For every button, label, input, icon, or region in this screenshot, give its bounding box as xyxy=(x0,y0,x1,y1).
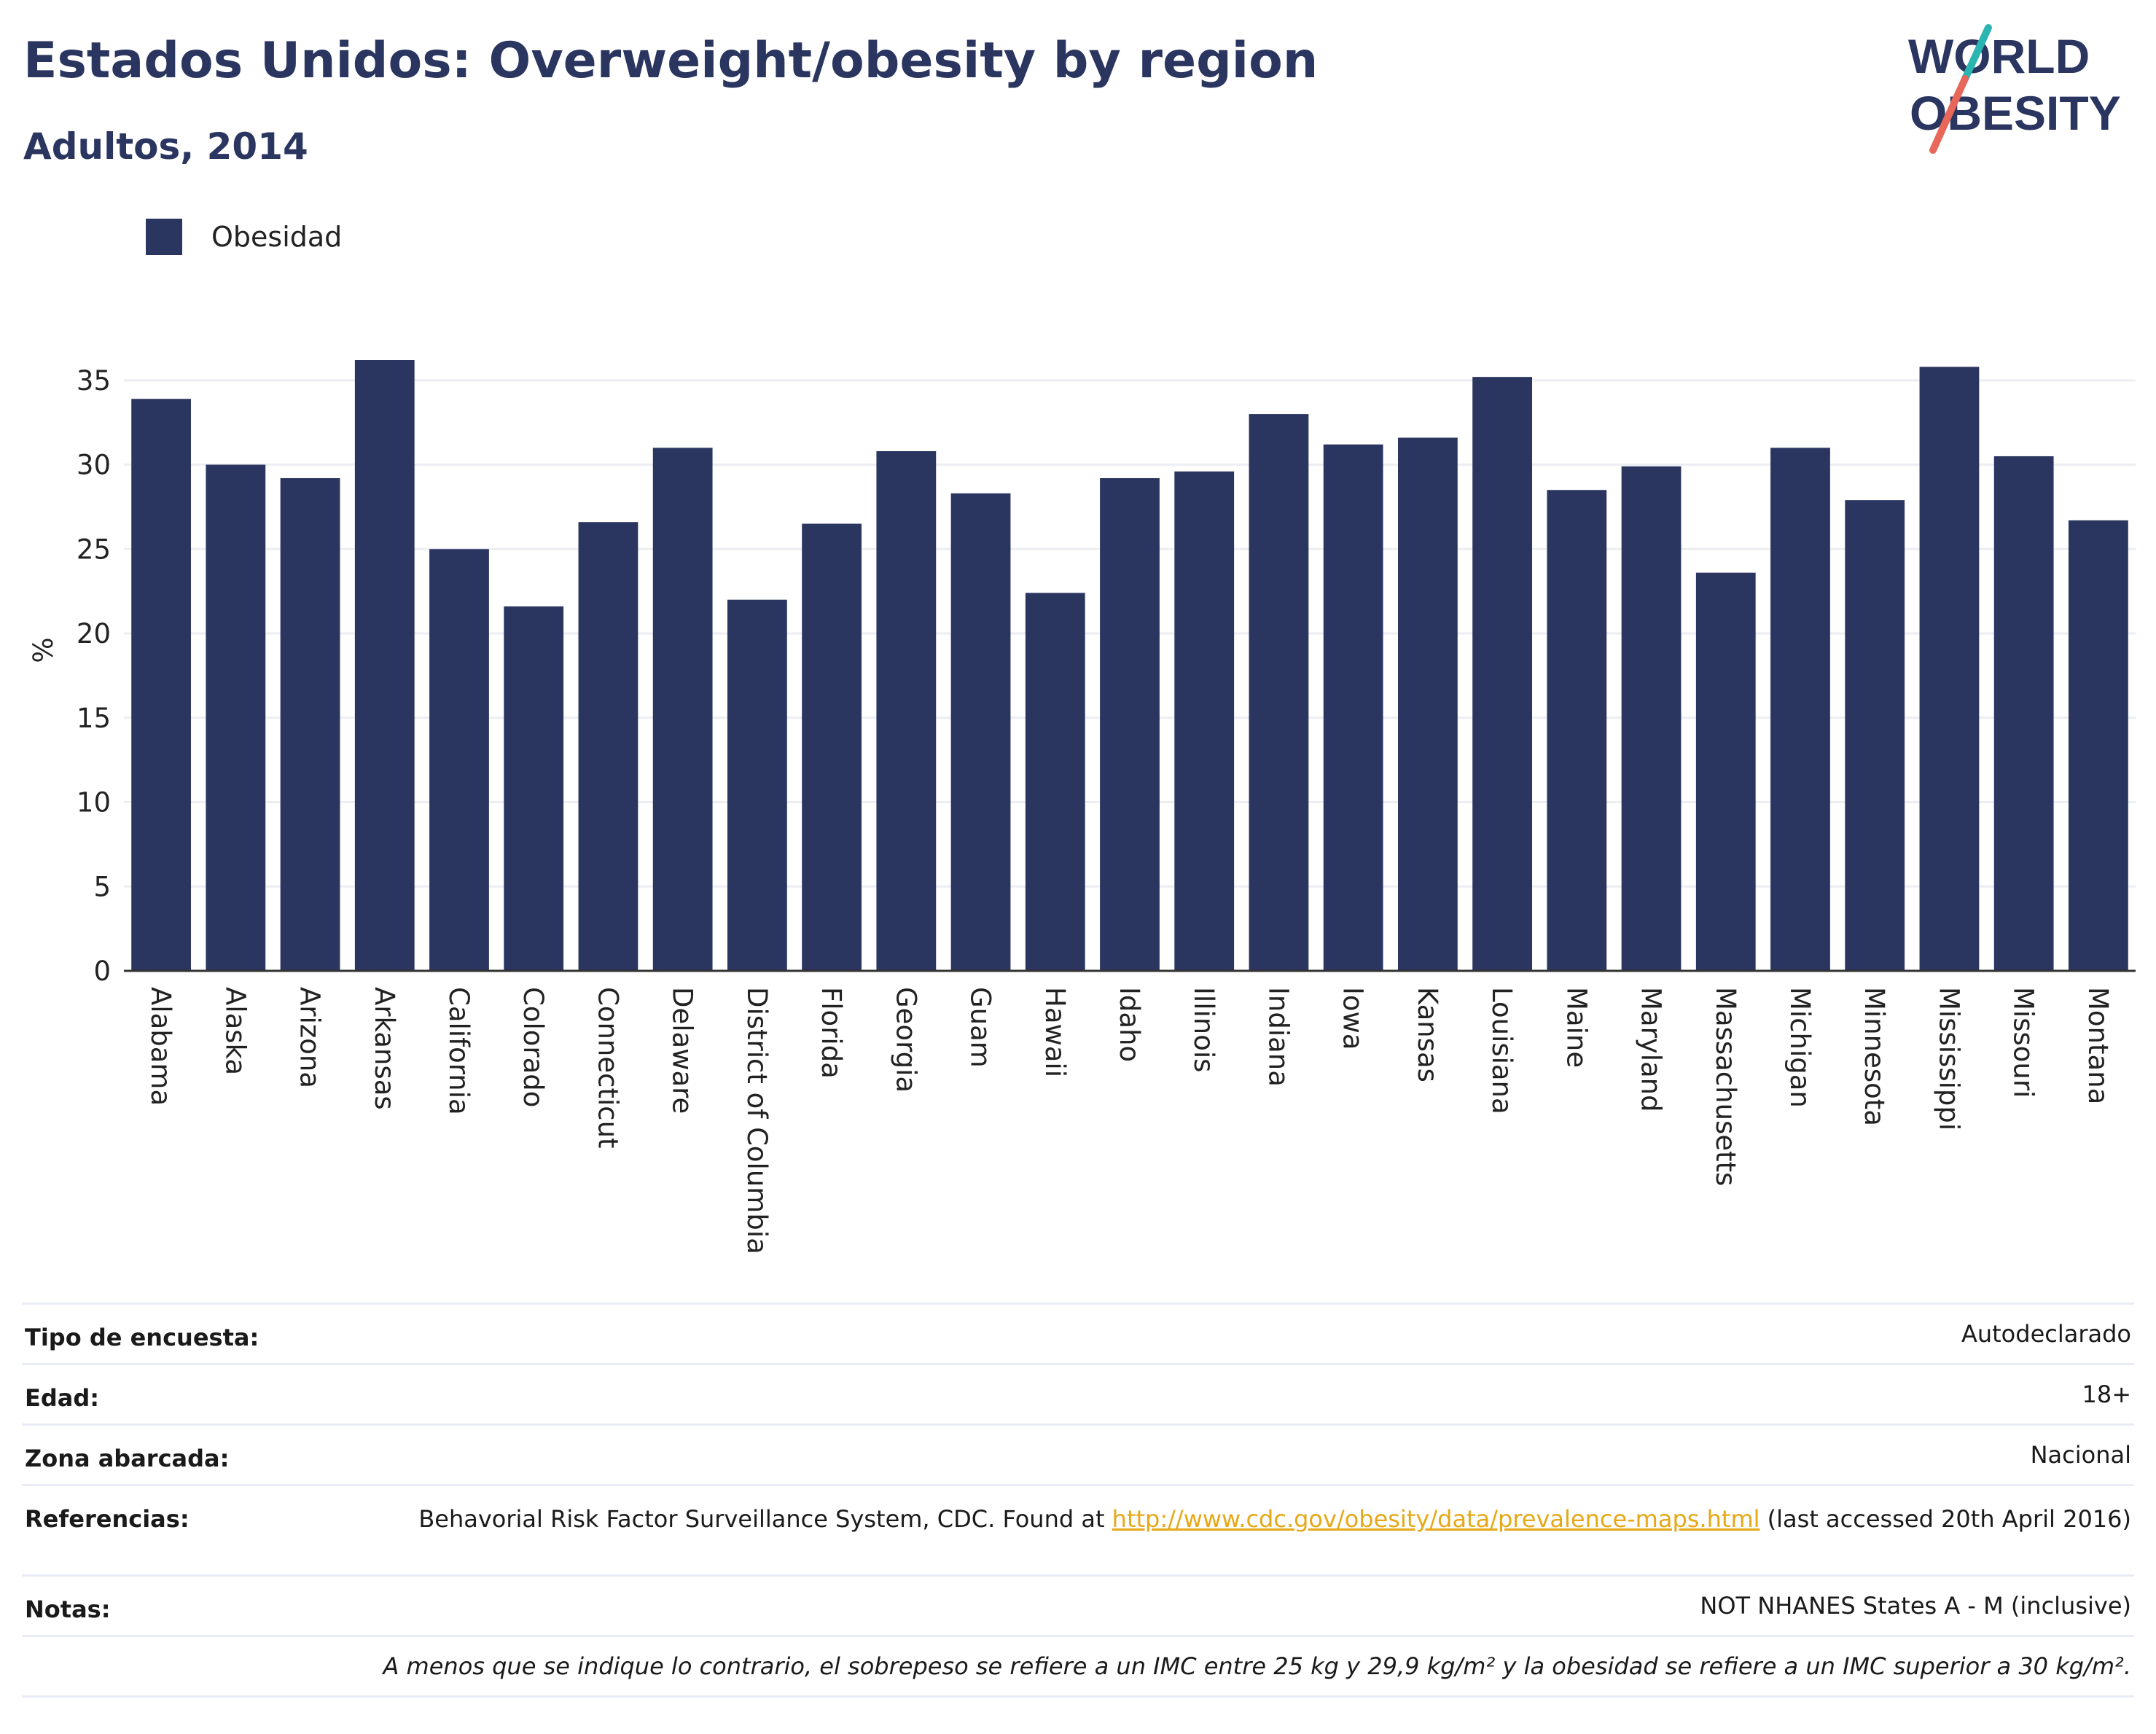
info-row-area: Zona abarcada: Nacional xyxy=(22,1423,2134,1485)
y-tick-label: 35 xyxy=(77,365,111,397)
bar-guam[interactable] xyxy=(950,493,1011,971)
bar-chart: 0 5 10 15 20 25 30 35 Alabama Alaska Arizona Arkans… xyxy=(28,360,2136,1254)
age-label: Edad: xyxy=(22,1363,392,1425)
x-tick-label: Georgia xyxy=(890,987,921,1093)
x-tick-label: Colorado xyxy=(517,987,549,1107)
y-tick-label: 0 xyxy=(93,956,111,987)
y-tick-label: 5 xyxy=(93,871,111,902)
bar-alabama[interactable] xyxy=(131,399,191,971)
bar-louisiana[interactable] xyxy=(1472,377,1532,971)
info-table: Tipo de encuesta: Autodeclarado Edad: 18… xyxy=(22,1303,2134,1698)
chart-title: Estados Unidos: Overweight/obesity by re… xyxy=(23,32,1319,90)
x-tick-label: Mississippi xyxy=(1933,987,1964,1130)
bar-hawaii[interactable] xyxy=(1025,593,1085,971)
x-tick-label: Maryland xyxy=(1636,987,1667,1112)
bar-connecticut[interactable] xyxy=(578,522,638,971)
references-label: Referencias: xyxy=(22,1484,392,1576)
x-tick-label: Illinois xyxy=(1188,987,1219,1072)
x-tick-label: Massachusetts xyxy=(1710,987,1741,1186)
x-tick-label: Alabama xyxy=(145,987,176,1106)
x-tick-label: Idaho xyxy=(1114,987,1145,1062)
y-tick-label: 25 xyxy=(77,534,111,565)
chart-legend[interactable]: Obesidad xyxy=(146,217,342,257)
age-value: 18+ xyxy=(392,1363,2134,1425)
legend-swatch-obesidad xyxy=(146,219,182,255)
bar-idaho[interactable] xyxy=(1100,478,1160,971)
chart-subtitle: Adultos, 2014 xyxy=(23,125,308,168)
bar-michigan[interactable] xyxy=(1770,448,1830,971)
bar-iowa[interactable] xyxy=(1323,444,1383,971)
x-tick-label: Guam xyxy=(965,987,996,1068)
bars xyxy=(131,360,2128,972)
bar-illinois[interactable] xyxy=(1174,471,1235,971)
x-tick-label: California xyxy=(443,987,474,1115)
x-tick-label: Montana xyxy=(2082,987,2114,1104)
y-axis-label: % xyxy=(28,637,59,663)
world-obesity-logo: WORLD OBESITY xyxy=(1908,24,2121,154)
survey-label: Tipo de encuesta: xyxy=(22,1303,392,1364)
bar-georgia[interactable] xyxy=(876,451,937,971)
x-tick-label: Arizona xyxy=(294,987,326,1088)
bar-montana[interactable] xyxy=(2069,520,2128,971)
legend-label-obesidad: Obesidad xyxy=(211,221,343,253)
x-tick-label: Maine xyxy=(1561,987,1592,1068)
info-row-age: Edad: 18+ xyxy=(22,1363,2134,1425)
x-tick-label: Iowa xyxy=(1337,987,1369,1050)
notes-label: Notas: xyxy=(22,1574,392,1636)
axes: 0 5 10 15 20 25 30 35 Alabama Alaska Arizona Arkans… xyxy=(77,365,2136,1254)
bar-district-of-columbia[interactable] xyxy=(727,599,787,971)
bar-arizona[interactable] xyxy=(280,478,340,971)
logo-line1: WORLD xyxy=(1908,29,2090,83)
references-value: Behavorial Risk Factor Surveillance Syst… xyxy=(392,1484,2134,1576)
y-tick-label: 20 xyxy=(77,618,111,649)
references-link[interactable]: http://www.cdc.gov/obesity/data/prevalen… xyxy=(1112,1505,1760,1533)
info-row-references: Referencias: Behavorial Risk Factor Surv… xyxy=(22,1484,2134,1576)
bar-kansas[interactable] xyxy=(1398,437,1458,971)
x-tick-label: Hawaii xyxy=(1039,987,1071,1077)
y-tick-label: 10 xyxy=(77,787,111,819)
survey-value: Autodeclarado xyxy=(392,1303,2134,1364)
bar-colorado[interactable] xyxy=(504,606,564,971)
notes-value: NOT NHANES States A - M (inclusive) xyxy=(392,1574,2134,1636)
x-tick-label: Michigan xyxy=(1784,987,1816,1108)
info-row-footnote: A menos que se indique lo contrario, el … xyxy=(22,1635,2134,1698)
bar-alaska[interactable] xyxy=(206,464,266,971)
x-tick-label: Alaska xyxy=(219,987,251,1075)
bar-arkansas[interactable] xyxy=(354,360,415,971)
x-tick-label: Indiana xyxy=(1262,987,1294,1087)
bar-minnesota[interactable] xyxy=(1845,500,1905,971)
bar-florida[interactable] xyxy=(802,523,862,971)
bar-maine[interactable] xyxy=(1547,490,1607,971)
references-suffix: (last accessed 20th April 2016) xyxy=(1759,1505,2131,1533)
bar-maryland[interactable] xyxy=(1621,466,1682,971)
bar-indiana[interactable] xyxy=(1249,414,1309,971)
footnote: A menos que se indique lo contrario, el … xyxy=(22,1635,2134,1698)
bar-mississippi[interactable] xyxy=(1919,367,1980,972)
x-tick-label: Minnesota xyxy=(1859,987,1890,1126)
y-tick-label: 15 xyxy=(77,703,111,734)
bar-massachusetts[interactable] xyxy=(1695,572,1756,971)
area-value: Nacional xyxy=(392,1423,2134,1485)
x-tick-label: Delaware xyxy=(667,987,698,1114)
bar-missouri[interactable] xyxy=(1993,456,2054,971)
x-tick-label: Missouri xyxy=(2008,987,2039,1098)
bar-california[interactable] xyxy=(429,549,489,971)
x-tick-label: Kansas xyxy=(1412,987,1443,1082)
info-row-notes: Notas: NOT NHANES States A - M (inclusiv… xyxy=(22,1574,2134,1636)
x-tick-label: Arkansas xyxy=(369,987,400,1110)
references-prefix: Behavorial Risk Factor Surveillance Syst… xyxy=(418,1505,1112,1533)
x-tick-label: Florida xyxy=(816,987,847,1079)
bar-delaware[interactable] xyxy=(652,448,713,971)
area-label: Zona abarcada: xyxy=(22,1423,392,1485)
x-tick-label: District of Columbia xyxy=(741,987,773,1254)
info-row-survey: Tipo de encuesta: Autodeclarado xyxy=(22,1303,2134,1364)
x-tick-label: Louisiana xyxy=(1486,987,1518,1114)
y-tick-label: 30 xyxy=(77,450,111,481)
x-tick-label: Connecticut xyxy=(592,987,623,1149)
